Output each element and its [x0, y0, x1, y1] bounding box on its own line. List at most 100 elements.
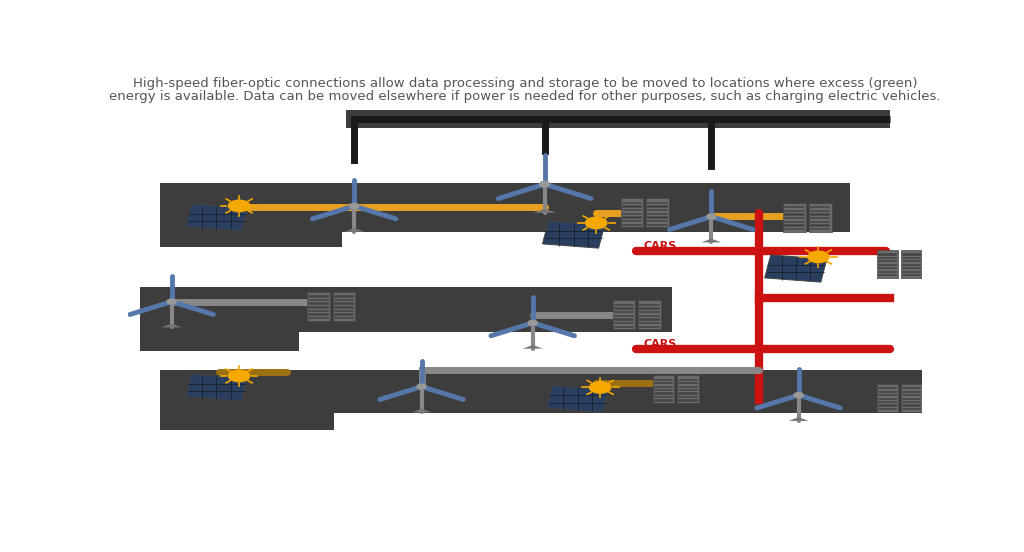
Bar	[878, 260, 897, 262]
Circle shape	[808, 251, 829, 263]
Bar	[878, 397, 897, 400]
Bar	[902, 270, 922, 273]
Bar	[622, 205, 642, 208]
Bar	[784, 213, 805, 216]
Bar	[654, 396, 674, 398]
Bar	[653, 375, 675, 403]
Bar	[621, 198, 643, 227]
Circle shape	[167, 299, 176, 304]
Bar	[647, 224, 668, 226]
Bar	[765, 255, 826, 282]
Bar	[902, 253, 922, 256]
Circle shape	[228, 200, 250, 211]
Text: High-speed fiber-optic connections allow data processing and storage to be moved: High-speed fiber-optic connections allow…	[132, 77, 918, 90]
Bar	[333, 292, 355, 321]
Bar	[308, 314, 329, 316]
Bar	[878, 257, 897, 259]
Bar	[613, 322, 634, 325]
Bar	[810, 206, 830, 208]
Bar	[678, 396, 697, 398]
Bar	[902, 405, 922, 407]
Bar	[639, 311, 659, 314]
Bar	[784, 210, 805, 212]
Bar	[678, 379, 697, 381]
Bar	[334, 310, 354, 312]
Bar	[647, 209, 668, 211]
Bar	[547, 385, 608, 412]
Bar	[613, 319, 634, 321]
Bar	[878, 387, 897, 389]
Bar	[638, 300, 660, 330]
Bar	[346, 110, 890, 128]
Bar	[902, 267, 922, 269]
Bar	[878, 264, 897, 266]
Bar	[902, 264, 922, 266]
Bar	[902, 260, 922, 262]
Bar	[308, 310, 329, 312]
Bar	[678, 392, 697, 395]
Bar	[654, 400, 674, 402]
Text: CARS: CARS	[644, 339, 677, 349]
Bar	[902, 401, 922, 404]
Bar	[622, 220, 642, 222]
Bar	[677, 375, 698, 403]
Bar	[810, 210, 830, 212]
Bar	[647, 220, 668, 222]
Bar	[639, 319, 659, 321]
Circle shape	[707, 214, 716, 219]
Bar	[647, 205, 668, 208]
Bar	[902, 274, 922, 277]
Bar	[622, 209, 642, 211]
Bar	[784, 217, 805, 219]
Bar	[784, 224, 805, 226]
Bar	[654, 389, 674, 391]
Bar	[140, 287, 672, 332]
Circle shape	[590, 381, 611, 393]
Text: energy is available. Data can be moved elsewhere if power is needed for other pu: energy is available. Data can be moved e…	[109, 89, 941, 103]
Circle shape	[794, 392, 803, 397]
Bar	[622, 201, 642, 204]
Bar	[160, 215, 342, 247]
Polygon shape	[344, 228, 365, 232]
Bar	[334, 302, 354, 305]
Bar	[784, 221, 805, 223]
Bar	[160, 398, 334, 429]
Bar	[622, 224, 642, 226]
Bar	[647, 201, 668, 204]
Bar	[140, 317, 299, 351]
Polygon shape	[412, 408, 432, 412]
Bar	[639, 315, 659, 317]
Bar	[308, 302, 329, 305]
Bar	[878, 401, 897, 404]
Polygon shape	[788, 417, 809, 421]
Bar	[639, 326, 659, 328]
Bar	[878, 267, 897, 269]
Bar	[810, 221, 830, 223]
Bar	[308, 306, 329, 309]
Bar	[613, 307, 634, 310]
Bar	[185, 204, 248, 231]
Bar	[647, 216, 668, 219]
Bar	[160, 183, 850, 232]
Bar	[160, 370, 930, 413]
Bar	[334, 295, 354, 298]
Bar	[678, 382, 697, 384]
Bar	[654, 385, 674, 388]
Bar	[543, 221, 604, 248]
Bar	[308, 317, 329, 320]
Bar	[613, 304, 634, 306]
Bar	[878, 253, 897, 256]
Bar	[678, 389, 697, 391]
Bar	[334, 317, 354, 320]
Bar	[334, 306, 354, 309]
Polygon shape	[701, 238, 721, 242]
Bar	[612, 300, 635, 330]
Bar	[639, 307, 659, 310]
Bar	[902, 408, 922, 410]
Bar	[901, 384, 923, 412]
Circle shape	[528, 320, 538, 325]
Bar	[902, 397, 922, 400]
Bar	[613, 315, 634, 317]
Bar	[878, 405, 897, 407]
Bar	[810, 213, 830, 216]
